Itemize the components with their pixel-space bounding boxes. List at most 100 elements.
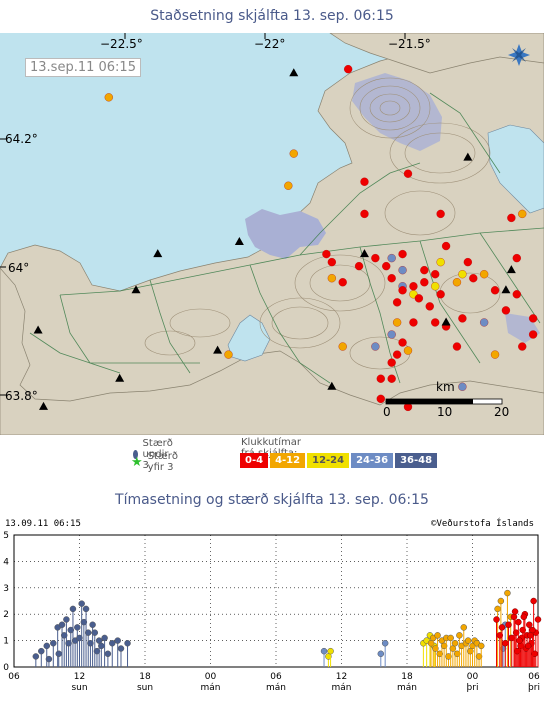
chart-title: Tímasetning og stærð skjálfta 13. sep. 0… [115,492,429,508]
band-12-24: 12-24 [307,453,350,468]
y-tick-label: 3 [3,584,9,594]
chart-point [124,639,131,647]
earthquake-marker [414,294,424,303]
chart-point [451,639,459,647]
chart-point [65,639,72,647]
earthquake-marker [338,278,347,287]
chart-point [529,626,536,634]
earthquake-marker [392,298,402,307]
chart-point [74,624,81,631]
chart-point [477,642,485,650]
chart-point [453,650,461,658]
chart-point [434,632,441,639]
chart-point [327,647,334,655]
earthquake-marker [512,253,521,263]
blue-dot-icon [133,450,138,459]
chart-point [510,613,518,621]
x-tick-time: 06 [8,672,20,682]
earthquake-marker [327,274,336,283]
chart-point [436,650,443,658]
earthquake-marker [382,262,391,271]
chart-point [520,613,528,621]
earthquake-marker [420,278,429,287]
chart-point [447,634,454,642]
chart-point [505,621,512,629]
chart-point [497,597,505,605]
earthquake-marker [518,209,527,219]
chart-point [84,629,92,636]
earthquake-marker [501,306,511,315]
map-canvas[interactable] [0,32,544,436]
seismic-station-icon [234,237,244,246]
chart-point [101,634,108,642]
chart-point [67,626,75,634]
chart-point [496,632,504,639]
chart-point [50,639,57,647]
earthquake-marker [398,249,407,259]
earthquake-marker [458,314,467,323]
chart-point [475,653,483,660]
chart-point [80,618,88,626]
chart-point [456,632,463,639]
earthquake-marker [452,342,462,351]
seismic-station-icon [501,285,511,294]
earthquake-marker [512,290,521,299]
green-star-icon: ★ [131,454,143,470]
chart-point [377,650,385,658]
chart-point [91,629,99,636]
seismic-station-icon [463,152,473,161]
y-tick-label: 4 [3,557,9,567]
x-tick-day: mán [397,683,417,693]
earthquake-marker [354,262,364,271]
map-timestamp: 13.sep.11 06:15 [30,60,136,75]
chart-point [526,621,533,629]
seismic-station-icon [289,68,299,77]
band-24-36: 24-36 [351,453,394,468]
x-tick-time: 06 [528,672,540,682]
earthquake-marker [398,266,407,275]
earthquake-marker [398,338,407,347]
earthquake-map[interactable]: 13.sep.11 06:15 −22.5° −22° −21.5° 64.2°… [0,32,544,436]
earthquake-marker [528,330,538,339]
chart-point [93,647,101,655]
earthquake-marker [284,181,293,190]
earthquake-marker [409,282,418,291]
chart-point [109,639,116,647]
legend-over3: ★ Stærð yfir 3 [131,451,178,473]
earthquake-marker [490,350,500,359]
seismic-station-icon [506,265,516,274]
chart-point [440,642,448,650]
chart-point [82,605,90,613]
earthquake-marker [387,374,396,383]
earthquake-marker [507,213,516,223]
chart-point [60,632,68,639]
lake [227,314,271,362]
chart-point [87,639,94,647]
y-tick-label: 2 [3,610,9,620]
chart-point [516,637,523,644]
seismic-station-icon [327,381,337,390]
earthquake-marker [371,342,380,351]
chart-point [511,608,519,615]
chart-point [464,637,472,644]
chart-point [43,642,50,650]
graticule [0,33,406,396]
legend-under3-label: Stærð undir 3 [142,438,173,471]
chart-point [69,605,77,613]
x-tick-time: 12 [336,672,347,682]
x-tick-time: 00 [467,672,479,682]
chart-point [381,639,389,647]
seismic-station-icon [441,317,451,326]
earthquake-marker [371,253,380,263]
earthquake-marker [387,253,396,263]
band-36-48: 36-48 [395,453,438,468]
lat-label-2: 64° [8,261,30,275]
chart-point [32,653,40,660]
earthquake-marker [490,286,500,295]
lon-label-1: −22.5° [100,37,143,51]
x-tick-day: þri [467,683,479,693]
earthquake-marker [224,350,233,359]
earthquake-marker [528,314,538,323]
seismic-station-icon [359,249,369,258]
